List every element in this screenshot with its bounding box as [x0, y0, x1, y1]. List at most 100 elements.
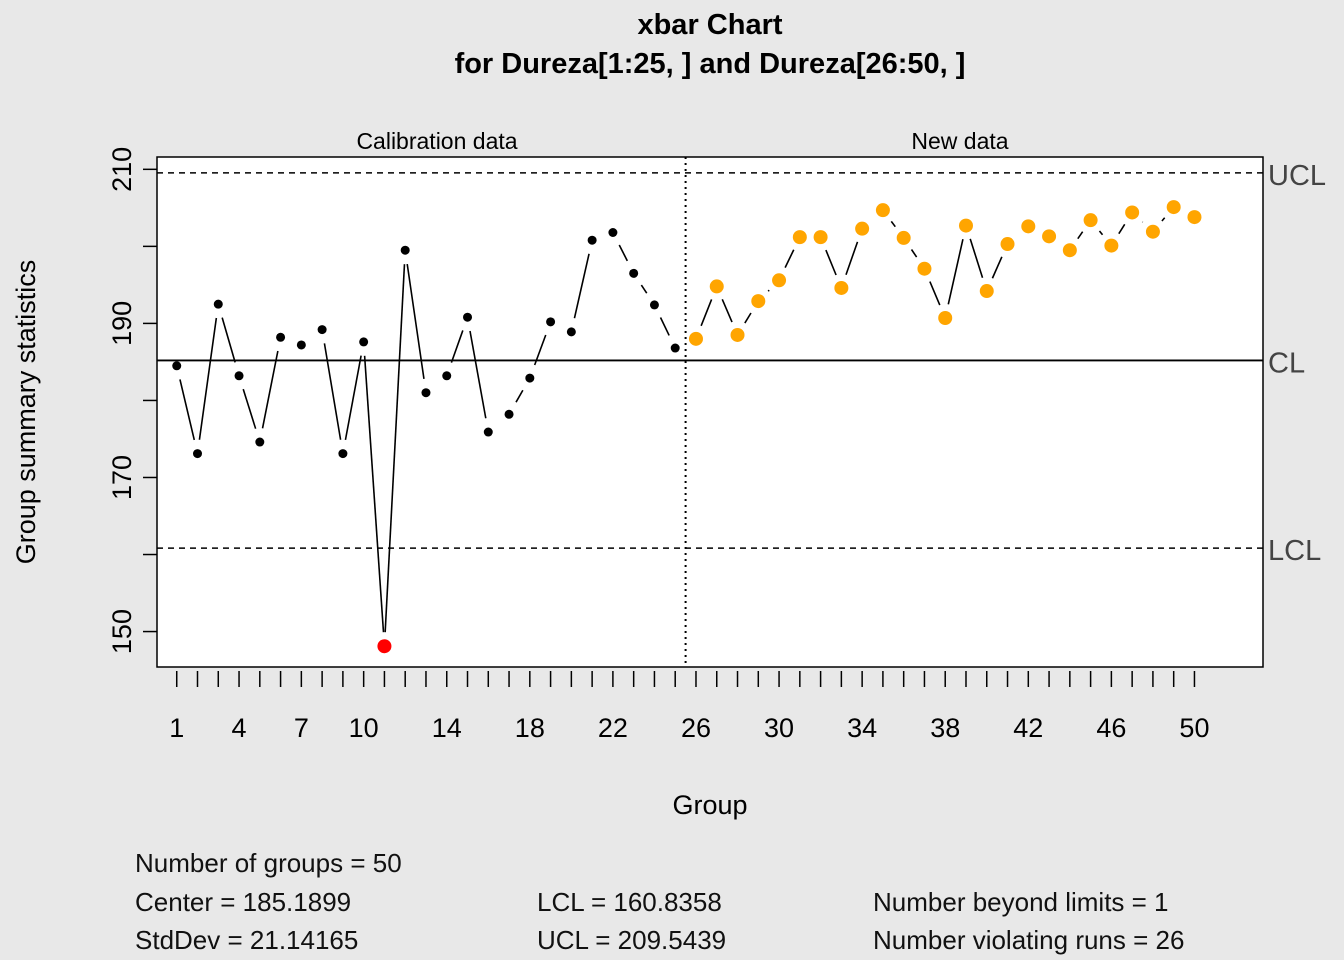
- data-point: [234, 371, 244, 381]
- y-axis-label: Group summary statistics: [11, 260, 41, 565]
- plot-area: [156, 156, 1264, 668]
- x-tick-label: 50: [1179, 713, 1209, 743]
- x-axis: 1 4 7 10 14 18 22 26 30 34 38 42 46 50: [169, 671, 1209, 743]
- data-point: [255, 437, 265, 447]
- series-segment: [533, 334, 547, 366]
- data-point: [483, 427, 493, 437]
- data-point: [296, 340, 306, 350]
- data-point: [979, 284, 994, 299]
- series-segment: [179, 379, 196, 441]
- series-segment: [767, 289, 770, 292]
- y-tick-label: 190: [107, 301, 137, 346]
- series-segment: [1077, 231, 1084, 240]
- data-point: [1083, 213, 1098, 228]
- series-segment: [825, 249, 837, 276]
- series-segment: [618, 244, 629, 262]
- y-tick-label: 150: [107, 609, 137, 654]
- stat-number-violating-runs: Number violating runs = 26: [873, 925, 1185, 955]
- series-segment: [406, 263, 425, 380]
- data-point: [1062, 243, 1077, 258]
- x-tick-label: 34: [847, 713, 877, 743]
- series-segment: [573, 253, 590, 319]
- data-point: [608, 227, 618, 237]
- series-segment: [323, 343, 342, 440]
- x-tick-label: 22: [598, 713, 628, 743]
- series-segment: [1118, 223, 1126, 235]
- x-tick-label: 30: [764, 713, 794, 743]
- data-point: [1125, 205, 1140, 220]
- series-segment: [659, 317, 670, 336]
- series-points: [172, 200, 1202, 654]
- series-segment: [700, 299, 713, 327]
- data-point: [338, 449, 348, 459]
- data-point: [193, 449, 203, 459]
- series-segment: [221, 317, 236, 363]
- data-point: [772, 273, 787, 288]
- data-point: [1145, 224, 1160, 239]
- data-point: [1166, 200, 1181, 215]
- x-tick-label: 10: [349, 713, 379, 743]
- series-segment: [910, 249, 918, 258]
- series-segment: [721, 298, 733, 323]
- data-point: [317, 325, 327, 335]
- data-point: [709, 279, 724, 294]
- data-point: [463, 312, 473, 322]
- data-point: [958, 218, 973, 233]
- y-tick-label: 170: [107, 455, 137, 500]
- series-segment: [969, 238, 984, 278]
- data-point: [813, 230, 828, 245]
- series-segment: [384, 264, 406, 633]
- series-segment: [1098, 230, 1104, 236]
- data-point: [276, 332, 286, 342]
- y-axis: 150 170 190 210: [107, 147, 157, 654]
- series-segment: [344, 355, 362, 440]
- series-segment: [784, 249, 795, 268]
- series-segment: [261, 350, 279, 429]
- series-segment: [469, 330, 487, 419]
- x-axis-label: Group: [672, 790, 747, 820]
- data-point: [629, 268, 639, 278]
- series-segment: [1161, 217, 1166, 222]
- data-point: [792, 230, 807, 245]
- data-point: [1021, 219, 1036, 234]
- data-point: [213, 299, 223, 309]
- data-point: [875, 203, 890, 218]
- stat-lcl: LCL = 160.8358: [537, 887, 722, 917]
- x-tick-label: 14: [432, 713, 462, 743]
- stat-number-beyond-limits: Number beyond limits = 1: [873, 887, 1169, 917]
- section-label-new: New data: [911, 128, 1008, 154]
- data-point: [730, 327, 745, 342]
- x-tick-label: 7: [294, 713, 309, 743]
- data-point: [834, 280, 849, 295]
- data-point: [917, 261, 932, 276]
- series-segment: [450, 330, 464, 363]
- data-point: [587, 235, 597, 245]
- data-point: [688, 331, 703, 346]
- y-tick-label: 210: [107, 147, 137, 192]
- series-segment: [845, 241, 859, 276]
- data-point: [1042, 229, 1057, 244]
- data-point: [896, 230, 911, 245]
- stat-stddev: StdDev = 21.14165: [135, 925, 359, 955]
- series-segment: [515, 389, 524, 403]
- data-point: [442, 371, 452, 381]
- data-point: [546, 317, 556, 327]
- series-segment: [198, 317, 218, 440]
- series-segment: [991, 256, 1003, 279]
- lcl-label: LCL: [1268, 535, 1321, 567]
- stat-ucl: UCL = 209.5439: [537, 925, 727, 955]
- series-segment: [744, 312, 752, 324]
- cl-label: CL: [1268, 347, 1305, 379]
- series-segment: [242, 388, 257, 429]
- data-point: [504, 409, 514, 419]
- data-point: [751, 294, 766, 309]
- x-tick-label: 4: [232, 713, 247, 743]
- ucl-label: UCL: [1268, 160, 1326, 192]
- stat-number-of-groups: Number of groups = 50: [135, 848, 402, 878]
- x-tick-label: 46: [1096, 713, 1126, 743]
- series-segment: [947, 239, 964, 305]
- x-tick-label: 18: [515, 713, 545, 743]
- data-point: [359, 337, 369, 347]
- data-point: [1000, 237, 1015, 252]
